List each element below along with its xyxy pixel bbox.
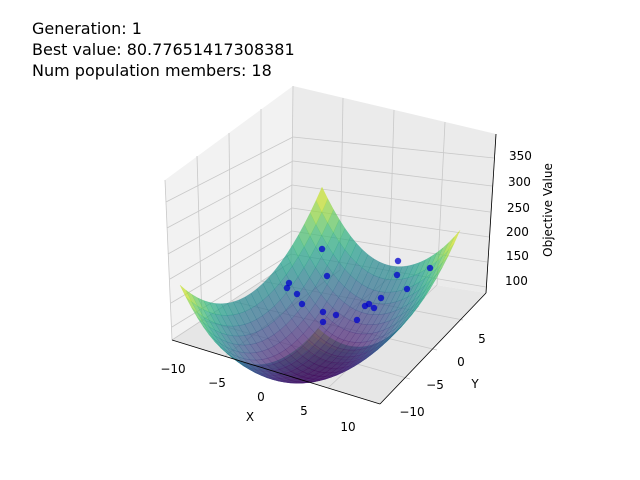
y-tick-label: 0 [457,355,465,369]
population-point [293,290,301,298]
x-tick-label: 0 [257,390,265,404]
population-count-label: Num population members: 18 [32,61,272,80]
generation-info: Generation: 1 Best value: 80.77651417308… [32,18,295,81]
population-point [323,272,331,280]
z-tick-label: 200 [506,225,529,239]
z-tick-label: 300 [508,175,531,189]
x-tick-label: 5 [300,404,308,418]
population-point [365,300,373,308]
z-tick-label: 100 [505,274,528,288]
population-point [318,245,326,253]
y-tick-label: 5 [478,332,486,346]
z-axis-ticks: 100 150 200 250 300 350 Objective Value [505,149,555,288]
population-point [285,279,293,287]
population-point [283,284,291,292]
population-point [393,271,401,279]
y-axis-label: Y [470,377,479,391]
population-point [332,311,340,319]
population-points [283,245,434,326]
population-point [426,264,434,272]
x-tick-label: 10 [340,420,355,434]
y-tick-label: −5 [426,378,444,392]
best-value-label: Best value: 80.77651417308381 [32,40,295,59]
z-tick-label: 250 [507,201,530,215]
z-tick-label: 150 [506,249,529,263]
generation-label: Generation: 1 [32,19,142,38]
population-point [377,294,385,302]
y-axis-ticks: −10 −5 0 5 Y [399,332,485,419]
population-point [403,285,411,293]
population-point [319,318,327,326]
population-point [353,316,361,324]
y-tick-label: −10 [399,405,424,419]
population-point [370,304,378,312]
axis-lines [171,133,497,405]
population-point [394,257,402,265]
x-tick-label: −10 [160,362,185,376]
z-tick-label: 350 [509,149,532,163]
population-point [319,308,327,316]
x-tick-label: −5 [208,376,226,390]
population-point [298,300,306,308]
surface-patch [315,186,328,213]
objective-surface [179,186,461,384]
z-axis-label: Objective Value [541,163,555,257]
x-axis-ticks: −10 −5 0 5 10 X [160,362,355,434]
x-axis-label: X [246,410,254,424]
